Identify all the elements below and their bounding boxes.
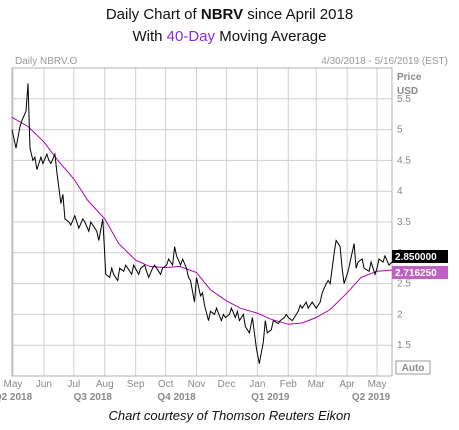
quarter-labels: Q2 2018 Q3 2018 Q4 2018 Q1 2019 Q2 2019 bbox=[0, 392, 391, 403]
ma-value: 2.716250 bbox=[395, 268, 437, 279]
x-tick-label: Jul bbox=[67, 379, 80, 390]
x-tick-label: Feb bbox=[280, 379, 298, 390]
plot-frame bbox=[11, 67, 393, 377]
x-tick-label: May bbox=[368, 379, 387, 390]
x-tick-label: Sep bbox=[127, 379, 145, 390]
quarter-label: Q2 2018 bbox=[0, 392, 33, 403]
x-tick-label: Jun bbox=[36, 379, 52, 390]
y-tick-label: 4 bbox=[397, 186, 403, 197]
last-price-tag-bg bbox=[392, 250, 448, 263]
x-tick-label: Nov bbox=[188, 379, 206, 390]
chart-title-line1: Daily Chart of NBRV since April 2018 bbox=[105, 6, 354, 23]
x-tick-label: May bbox=[4, 379, 23, 390]
ma-period: 40-Day bbox=[166, 28, 216, 45]
ma-value-tag: 2.716250 bbox=[392, 266, 448, 279]
quarter-label: Q2 2019 bbox=[352, 392, 391, 403]
ticker-symbol: NBRV bbox=[200, 6, 244, 23]
x-tick-label: Aug bbox=[96, 379, 114, 390]
unit-usd-label: USD bbox=[397, 86, 418, 97]
quarter-label: Q3 2018 bbox=[74, 392, 113, 403]
y-tick-label: 3.5 bbox=[397, 217, 411, 228]
y-tick-label: 5 bbox=[397, 125, 403, 136]
x-tick-label: Mar bbox=[308, 379, 326, 390]
y-tick-label: 5.5 bbox=[397, 94, 411, 105]
auto-button-frame[interactable] bbox=[395, 360, 431, 375]
last-price-value: 2.850000 bbox=[395, 252, 437, 263]
moving-average-line bbox=[11, 116, 393, 325]
chart-title-line2: With 40-Day Moving Average bbox=[132, 28, 327, 45]
x-tick-labels: May Jun Jul Aug Sep Oct Nov Dec Jan Feb Mar Apr May bbox=[4, 379, 387, 390]
auto-button[interactable]: Auto bbox=[395, 360, 431, 375]
symbol-label: Daily NBRV.O bbox=[15, 56, 77, 67]
auto-button-label[interactable]: Auto bbox=[402, 363, 425, 374]
ma-tag-bg bbox=[392, 266, 448, 279]
y-tick-label: 2 bbox=[397, 309, 403, 320]
footer-credit: Chart courtesy of Thomson Reuters Eikon bbox=[108, 408, 351, 423]
y-tick-labels: 1.522.533.544.555.5 bbox=[397, 94, 411, 351]
x-tick-label: Oct bbox=[158, 379, 174, 390]
x-tick-label: Jan bbox=[249, 379, 265, 390]
unit-price-label: Price bbox=[397, 72, 422, 83]
price-line bbox=[11, 83, 393, 364]
quarter-label: Q4 2018 bbox=[157, 392, 196, 403]
x-tick-label: Apr bbox=[339, 379, 355, 390]
quarter-label: Q1 2019 bbox=[251, 392, 290, 403]
y-tick-label: 4.5 bbox=[397, 155, 411, 166]
y-tick-label: 2.5 bbox=[397, 279, 411, 290]
y-tick-label: 1.5 bbox=[397, 340, 411, 351]
last-price-tag: 2.850000 bbox=[392, 250, 448, 263]
date-range-label: 4/30/2018 - 5/16/2019 (EST) bbox=[321, 56, 448, 67]
x-tick-label: Dec bbox=[218, 379, 236, 390]
